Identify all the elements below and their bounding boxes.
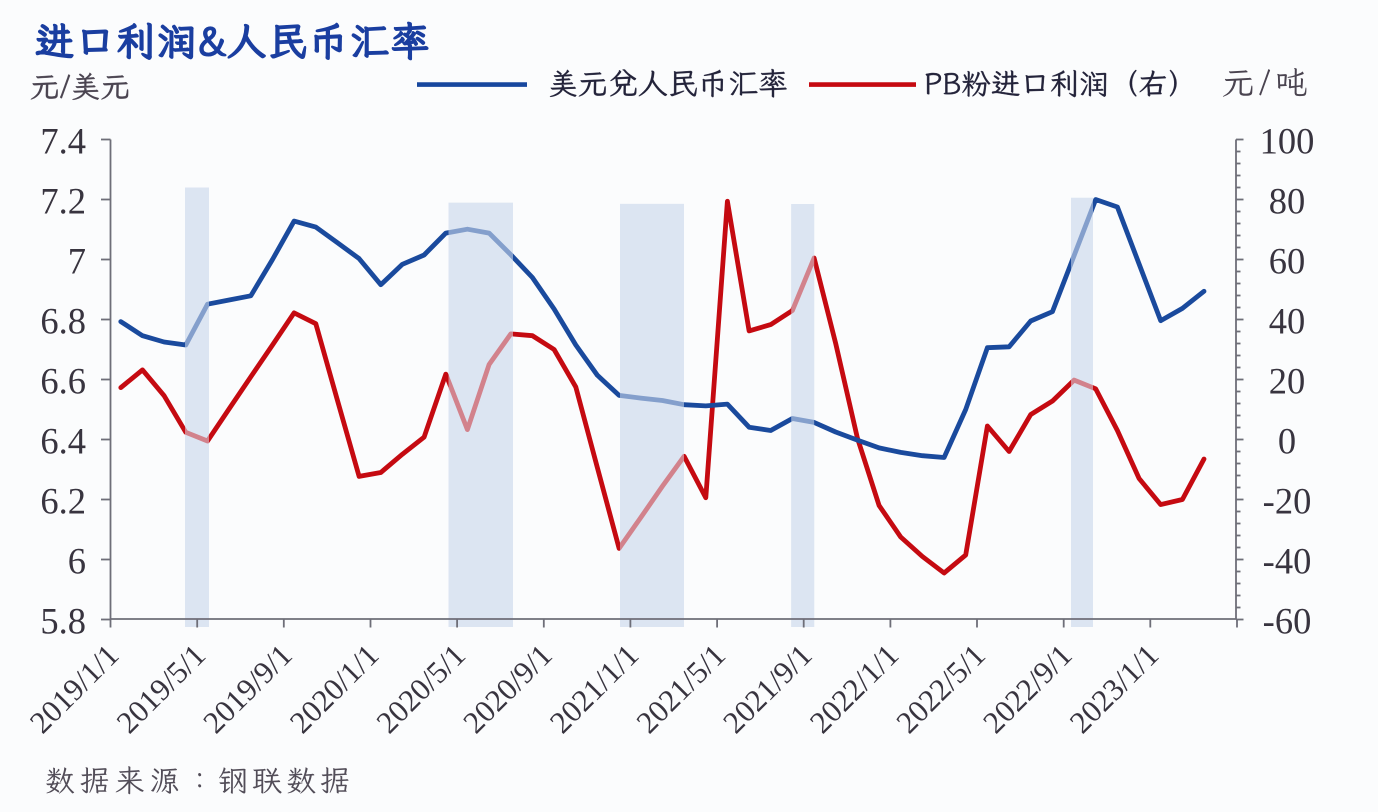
svg-text:2023/1/1: 2023/1/1 xyxy=(1063,637,1166,740)
svg-text:2019/1/1: 2019/1/1 xyxy=(23,637,126,740)
svg-text:-40: -40 xyxy=(1263,541,1312,582)
svg-text:2019/9/1: 2019/9/1 xyxy=(196,637,299,740)
svg-text:5.8: 5.8 xyxy=(40,601,86,642)
svg-text:2022/1/1: 2022/1/1 xyxy=(803,637,906,740)
svg-text:-60: -60 xyxy=(1263,601,1312,642)
svg-text:2020/5/1: 2020/5/1 xyxy=(369,637,472,740)
svg-text:2020/9/1: 2020/9/1 xyxy=(456,637,559,740)
svg-text:-20: -20 xyxy=(1263,481,1312,522)
svg-text:6.2: 6.2 xyxy=(40,481,86,522)
svg-text:60: 60 xyxy=(1269,241,1306,282)
svg-text:2021/9/1: 2021/9/1 xyxy=(716,637,819,740)
svg-text:7: 7 xyxy=(68,241,86,282)
svg-text:40: 40 xyxy=(1269,301,1306,342)
svg-text:2021/1/1: 2021/1/1 xyxy=(543,637,646,740)
svg-text:2019/5/1: 2019/5/1 xyxy=(109,637,212,740)
svg-text:7.2: 7.2 xyxy=(40,181,86,222)
svg-text:2020/1/1: 2020/1/1 xyxy=(283,637,386,740)
svg-text:2022/9/1: 2022/9/1 xyxy=(976,637,1079,740)
svg-text:6.6: 6.6 xyxy=(40,361,86,402)
svg-text:7.4: 7.4 xyxy=(40,121,86,162)
svg-text:0: 0 xyxy=(1278,421,1296,462)
svg-text:80: 80 xyxy=(1269,181,1306,222)
svg-text:100: 100 xyxy=(1260,121,1315,162)
svg-text:2022/5/1: 2022/5/1 xyxy=(889,637,992,740)
svg-text:2021/5/1: 2021/5/1 xyxy=(629,637,732,740)
svg-text:6.8: 6.8 xyxy=(40,301,86,342)
svg-text:6.4: 6.4 xyxy=(40,421,86,462)
svg-text:6: 6 xyxy=(68,541,86,582)
svg-text:20: 20 xyxy=(1269,361,1306,402)
